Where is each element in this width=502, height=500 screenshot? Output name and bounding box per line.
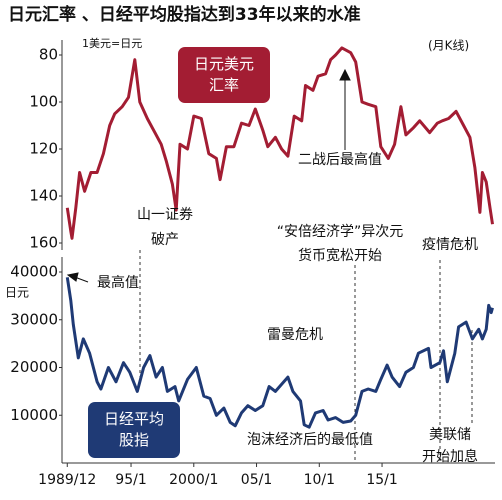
legend-label: 日经平均股指 bbox=[103, 410, 164, 449]
legend-item: 日经平均股指 bbox=[88, 402, 180, 458]
y-tick-label: 40000 bbox=[10, 263, 58, 281]
x-tick-label: 2000/1 bbox=[169, 472, 218, 488]
legend-label: 日元美元汇率 bbox=[193, 55, 254, 94]
unit-label: 1美元=日元 bbox=[82, 37, 142, 50]
annotation: 疫情危机 bbox=[422, 237, 478, 253]
y-tick-label: 160 bbox=[29, 234, 58, 252]
x-tick-label: 05/1 bbox=[241, 472, 272, 488]
annotation: 泡沫经济后的最低值 bbox=[247, 432, 373, 448]
y-tick-label: 80 bbox=[39, 46, 58, 64]
y-tick-label: 20000 bbox=[10, 358, 58, 376]
annotation: 山一证券 bbox=[137, 207, 193, 223]
guides bbox=[139, 250, 473, 463]
x-tick-label: 1989/12 bbox=[38, 472, 96, 488]
annotation: “安倍经济学”异次元 bbox=[277, 224, 404, 240]
annotation: 货币宽松开始 bbox=[298, 247, 382, 264]
annotation: 开始加息 bbox=[422, 448, 478, 465]
y-tick-label: 10000 bbox=[10, 406, 58, 424]
line bbox=[65, 277, 494, 429]
line bbox=[65, 46, 494, 240]
annotation: 最高值 bbox=[97, 274, 139, 291]
y-tick-label: 30000 bbox=[10, 310, 58, 328]
unit-label: 日元 bbox=[5, 286, 29, 300]
annotation: 雷曼危机 bbox=[267, 327, 323, 343]
x-tick-label: 95/1 bbox=[115, 472, 146, 488]
legend-item: 日元美元汇率 bbox=[178, 47, 270, 103]
arrows bbox=[66, 68, 351, 283]
annotation: 破产 bbox=[151, 232, 179, 248]
chart-title: 日元汇率 、日经平均股指达到33年以来的水准 bbox=[8, 4, 361, 25]
annotation: 二战后最高值 bbox=[298, 151, 382, 168]
annotation: 美联储 bbox=[429, 427, 471, 443]
y-tick-label: 120 bbox=[29, 140, 58, 158]
x-tick-label: 10/1 bbox=[304, 472, 335, 488]
x-tick-label: 15/1 bbox=[366, 472, 397, 488]
y-tick-label: 100 bbox=[29, 93, 58, 111]
note: (月K线) bbox=[428, 39, 469, 53]
y-tick-label: 140 bbox=[29, 187, 58, 205]
